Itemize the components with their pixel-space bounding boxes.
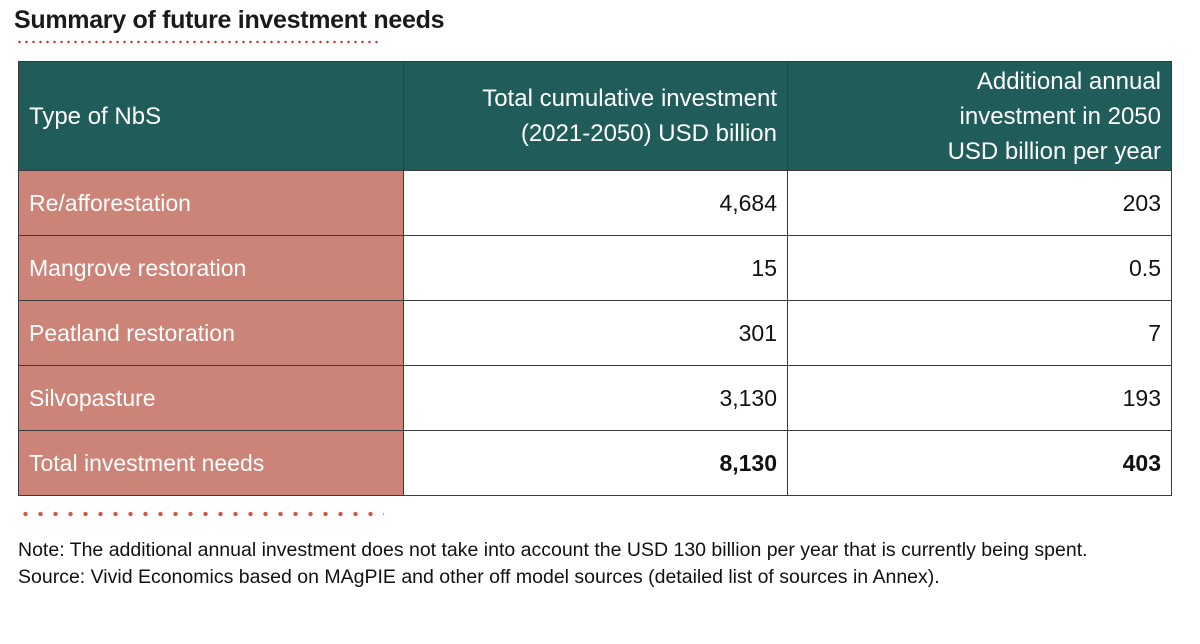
total-type-cell: Total investment needs (18, 430, 404, 496)
header-total-cumulative: Total cumulative investment (2021-2050) … (403, 61, 788, 171)
row-annual-cell: 7 (787, 300, 1172, 366)
row-type-cell: Mangrove restoration (18, 235, 404, 301)
row-type-cell: Peatland restoration (18, 300, 404, 366)
row-cumulative-cell: 15 (403, 235, 788, 301)
row-cumulative-cell: 4,684 (403, 170, 788, 236)
row-cumulative-cell: 3,130 (403, 365, 788, 431)
row-type-cell: Re/afforestation (18, 170, 404, 236)
page-title: Summary of future investment needs (14, 6, 445, 34)
table-header-row: Type of NbS Total cumulative investment … (18, 61, 1172, 171)
table-total-row: Total investment needs 8,130 403 (18, 430, 1172, 496)
notes-block: Note: The additional annual investment d… (18, 537, 1183, 591)
header-annual-line-2: investment in 2050 (959, 102, 1161, 130)
header-type-label: Type of NbS (29, 102, 162, 130)
section-dotted-divider (18, 511, 384, 517)
total-cumulative-cell: 8,130 (403, 430, 788, 496)
title-dotted-underline (16, 40, 378, 44)
header-annual-line-1: Additional annual (976, 67, 1161, 95)
header-additional-annual: Additional annual investment in 2050 USD… (787, 61, 1172, 171)
header-annual-line-3: USD billion per year (947, 137, 1161, 165)
table-row: Re/afforestation 4,684 203 (18, 170, 1172, 236)
source-text: Source: Vivid Economics based on MAgPIE … (18, 566, 940, 588)
row-cumulative-cell: 301 (403, 300, 788, 366)
header-type-of-nbs: Type of NbS (18, 61, 404, 171)
table-row: Peatland restoration 301 7 (18, 300, 1172, 366)
investment-table: Type of NbS Total cumulative investment … (18, 61, 1172, 496)
note-text: Note: The additional annual investment d… (18, 539, 1088, 561)
total-annual-cell: 403 (787, 430, 1172, 496)
header-cumulative-line-2: (2021-2050) USD billion (520, 120, 777, 147)
row-annual-cell: 0.5 (787, 235, 1172, 301)
row-annual-cell: 193 (787, 365, 1172, 431)
header-cumulative-line-1: Total cumulative investment (482, 85, 777, 112)
table-row: Mangrove restoration 15 0.5 (18, 235, 1172, 301)
row-annual-cell: 203 (787, 170, 1172, 236)
table-row: Silvopasture 3,130 193 (18, 365, 1172, 431)
row-type-cell: Silvopasture (18, 365, 404, 431)
